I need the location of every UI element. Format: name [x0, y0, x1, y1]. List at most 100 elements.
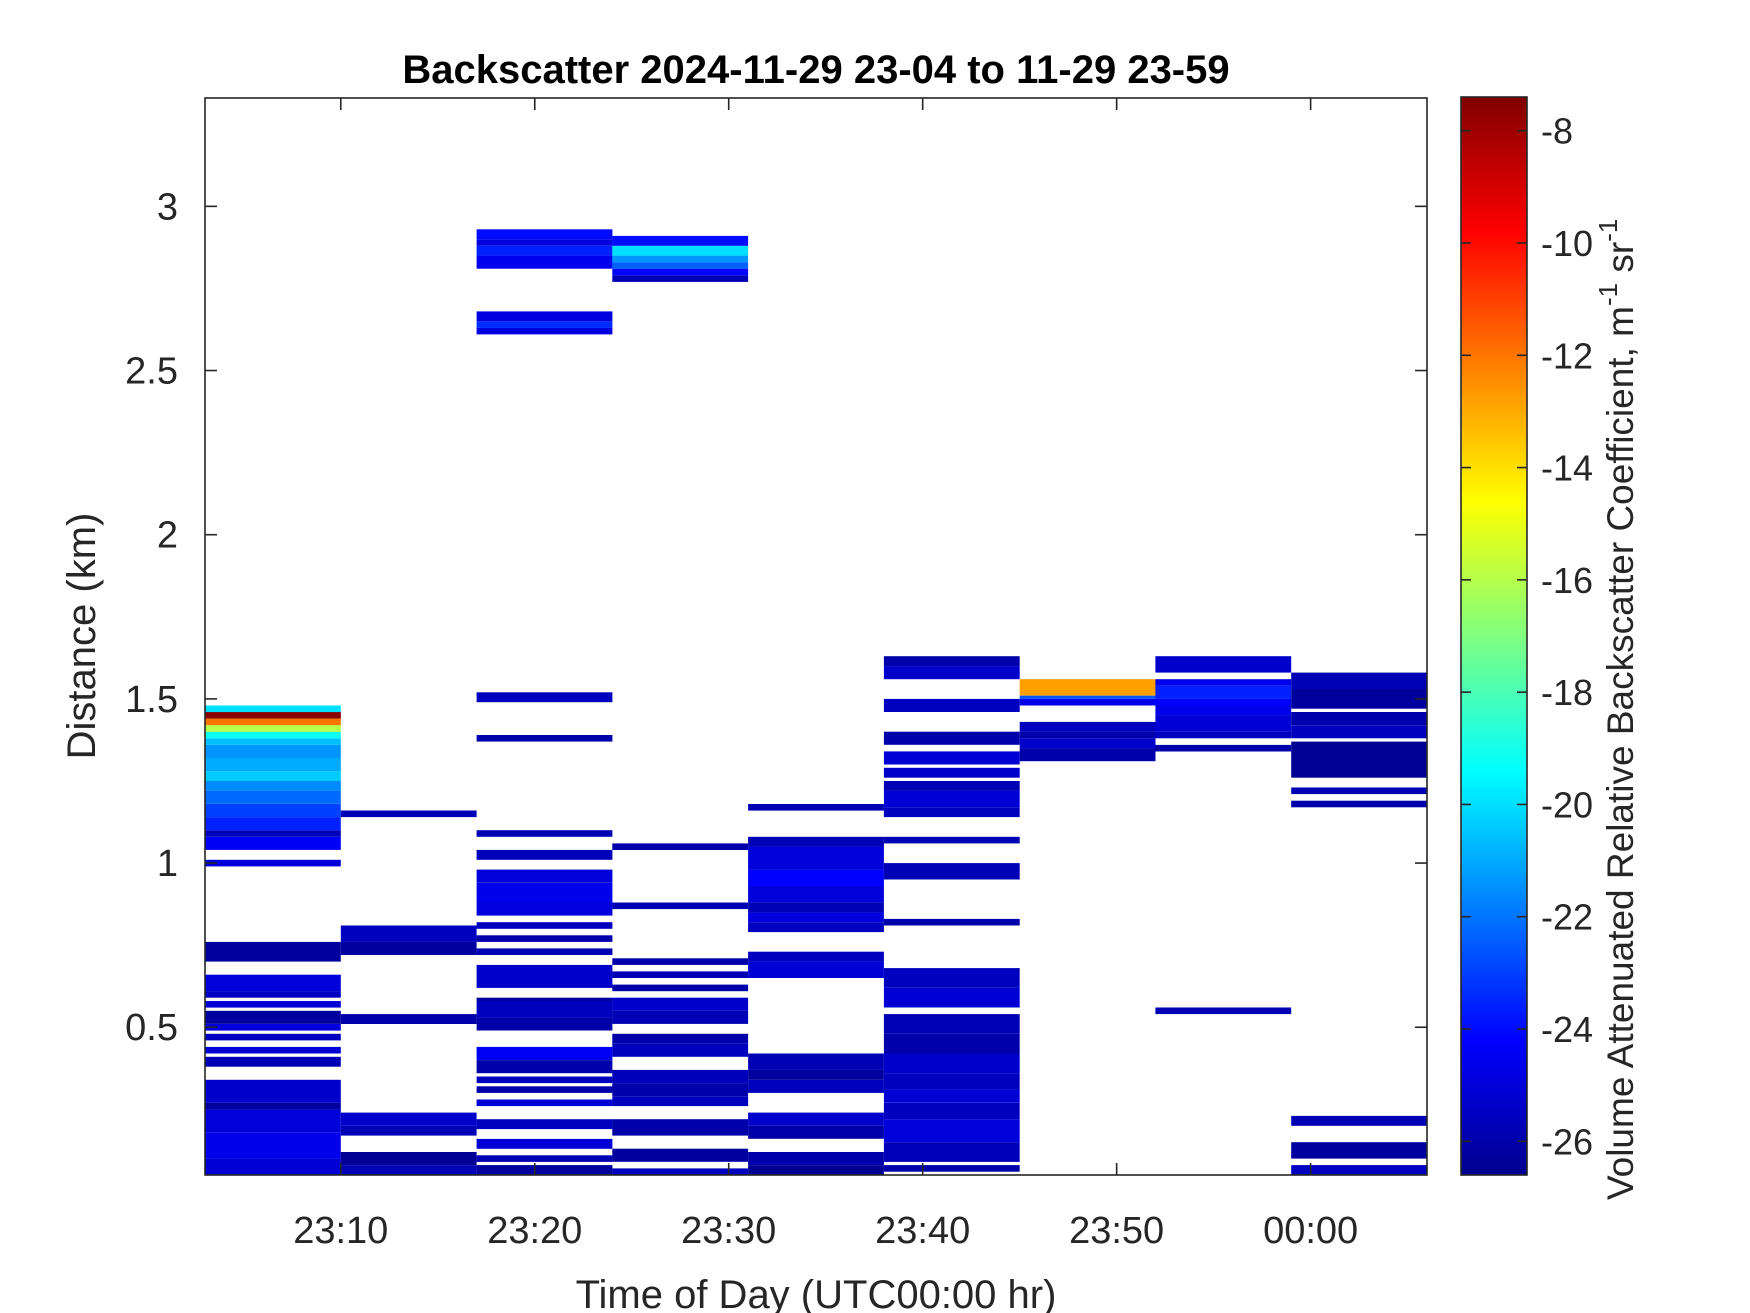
heatmap-cell [612, 997, 749, 1011]
x-axis-ticks: 23:10 23:20 23:30 23:40 23:50 00:00 [293, 98, 1358, 1252]
heatmap-cell [476, 997, 613, 1001]
heatmap-cell [1155, 679, 1292, 686]
colorbar-label-sup1: -1 [1593, 283, 1623, 306]
heatmap-cell [612, 1033, 749, 1044]
heatmap-cell [205, 817, 341, 831]
y-tick-label: 1 [157, 843, 178, 885]
heatmap-cell [1291, 787, 1427, 795]
heatmap-cell [1019, 698, 1156, 706]
heatmap-cell [748, 902, 884, 913]
heatmap-cell [1019, 748, 1156, 762]
heatmap-cell [1291, 725, 1427, 739]
heatmap-cell [748, 886, 884, 903]
heatmap-cell [205, 731, 341, 739]
heatmap-cell [612, 1083, 749, 1097]
heatmap-cell [476, 935, 613, 942]
heatmap-cell [612, 984, 749, 992]
heatmap-cell [476, 964, 613, 988]
chart-title: Backscatter 2024-11-29 23-04 to 11-29 23… [402, 48, 1229, 92]
x-tick-label: 00:00 [1263, 1210, 1358, 1252]
heatmap-cell [1291, 741, 1427, 778]
heatmap-cell [205, 974, 341, 992]
heatmap-cell [476, 948, 613, 955]
heatmap-cell [476, 922, 613, 929]
heatmap-cell [748, 922, 884, 933]
heatmap-cell [340, 1165, 477, 1175]
heatmap-cell [205, 941, 341, 962]
heatmap-cell [205, 758, 341, 772]
heatmap-cell [748, 869, 884, 886]
y-tick-label: 2 [157, 515, 178, 557]
heatmap-cell [476, 735, 613, 742]
heatmap-cell [883, 863, 1020, 880]
heatmap-cell [612, 971, 749, 978]
heatmap-cell [883, 698, 1020, 712]
heatmap-cell [1291, 800, 1427, 808]
heatmap-cell [612, 1010, 749, 1024]
heatmap-cell [612, 268, 749, 276]
heatmap-cell [748, 1125, 884, 1139]
heatmap-cell [612, 1096, 749, 1107]
heatmap-cell [748, 804, 884, 811]
heatmap-cell [476, 255, 613, 269]
colorbar-tick-label: -26 [1541, 1121, 1593, 1162]
heatmap-cell [612, 1119, 749, 1136]
y-tick-label: 2.5 [125, 351, 178, 393]
heatmap-cell [883, 987, 1020, 1008]
heatmap-cell [1019, 679, 1156, 696]
heatmap-cell [1019, 738, 1156, 749]
heatmap-cell [748, 1069, 884, 1080]
heatmap-cell [883, 1165, 1020, 1172]
colorbar-ticks: -26 -24 -22 -20 -18 -16 -14 -12 -10 -8 [1461, 111, 1593, 1162]
heatmap-cell [476, 1046, 613, 1060]
heatmap-cell [748, 961, 884, 978]
heatmap-cell [476, 311, 613, 322]
heatmap-cell [612, 255, 749, 263]
heatmap-cell [1155, 731, 1292, 739]
colorbar [1460, 96, 1528, 1176]
heatmap-cell [748, 912, 884, 923]
heatmap-cell [748, 1079, 884, 1093]
heatmap-cell [340, 1014, 477, 1024]
heatmap-cell [1155, 656, 1292, 673]
heatmap-cell [883, 781, 1020, 791]
heatmap-cell [205, 830, 341, 837]
heatmap-cell [883, 1073, 1020, 1090]
heatmap-cell [612, 1043, 749, 1057]
heatmap-cell [883, 1102, 1020, 1120]
x-tick-label: 23:20 [487, 1210, 582, 1252]
heatmap-cell [476, 869, 613, 883]
heatmap-cell [748, 1112, 884, 1126]
axes-box [204, 97, 1428, 1176]
heatmap-cell [612, 1148, 749, 1162]
heatmap-cell [1019, 721, 1156, 732]
y-axis-label: Distance (km) [60, 513, 104, 760]
colorbar-tick-label: -16 [1541, 560, 1593, 601]
heatmap-cell [340, 1112, 477, 1126]
heatmap-cell [476, 1138, 613, 1149]
heatmap-cell [205, 705, 341, 713]
heatmap-cell [748, 1165, 884, 1175]
heatmap-cell [205, 738, 341, 745]
heatmap-cell [748, 1152, 884, 1166]
colorbar-tick-label: -8 [1541, 111, 1573, 152]
heatmap-cell [476, 1076, 613, 1084]
heatmap-cell [612, 262, 749, 269]
heatmap-cell [205, 1079, 341, 1103]
heatmap-cell [883, 1014, 1020, 1034]
heatmap-cell [883, 807, 1020, 818]
y-tick-label: 0.5 [125, 1007, 178, 1049]
heatmap-cell [748, 951, 884, 962]
heatmap-cell [612, 1069, 749, 1083]
heatmap-cell [883, 1119, 1020, 1143]
heatmap-cell [340, 1152, 477, 1166]
colorbar-label-sup2: -1 [1593, 219, 1623, 242]
heatmap-cell [340, 1125, 477, 1136]
heatmap-cell [883, 1033, 1020, 1054]
heatmap-cell [1155, 744, 1292, 752]
heatmap-cell [883, 666, 1020, 680]
heatmap-cell [476, 849, 613, 860]
heatmap-cell [1291, 1165, 1427, 1175]
colorbar-label-mid: sr [1600, 242, 1641, 283]
